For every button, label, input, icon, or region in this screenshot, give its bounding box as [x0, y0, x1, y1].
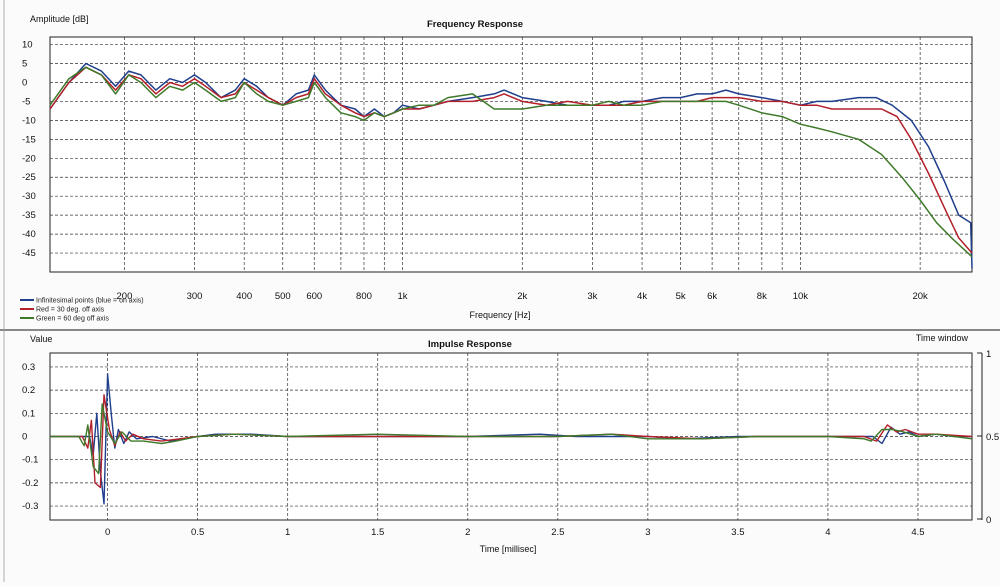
- freq-x-tick-label: 8k: [757, 291, 767, 302]
- freq-y-tick-label: -15: [22, 134, 36, 145]
- freq-y-tick-label: 5: [22, 59, 27, 70]
- freq-x-tick-label: 2k: [517, 291, 527, 302]
- impulse-y-axis-label: Value: [30, 334, 52, 344]
- freq-x-tick-label: 1k: [397, 291, 407, 302]
- impulse-x-tick-label: 4: [825, 527, 830, 538]
- legend-entry-2: Green = 60 deg off axis: [36, 316, 109, 323]
- freq-x-tick-label: 200: [117, 291, 133, 302]
- impulse-x-tick-label: 3.5: [731, 527, 744, 538]
- freq-x-tick-label: 5k: [676, 291, 686, 302]
- freq-x-tick-label: 600: [306, 291, 322, 302]
- time-window-tick-label: 0.5: [986, 432, 999, 443]
- freq-x-tick-label: 300: [187, 291, 203, 302]
- impulse-x-tick-label: 1.5: [371, 527, 384, 538]
- freq-x-tick-label: 400: [236, 291, 252, 302]
- time-window-tick-label: 1: [986, 349, 991, 360]
- freq-y-tick-label: -20: [22, 153, 36, 164]
- freq-y-tick-label: 0: [22, 77, 27, 88]
- freq-y-axis-label: Amplitude [dB]: [30, 14, 89, 24]
- freq-x-tick-label: 6k: [707, 291, 717, 302]
- freq-legend: Infinitesimal points (blue = on axis) Red…: [20, 298, 144, 323]
- freq-y-tick-label: -45: [22, 248, 36, 259]
- impulse-y-tick-label: 0.3: [22, 362, 35, 373]
- impulse-x-tick-label: 1: [285, 527, 290, 538]
- impulse-chart-title: Impulse Response: [428, 339, 512, 350]
- impulse-y-tick-label: -0.1: [22, 455, 38, 466]
- freq-series-line-2: [49, 66, 973, 258]
- freq-x-tick-label: 500: [275, 291, 291, 302]
- impulse-x-axis-label: Time [millisec]: [480, 544, 537, 554]
- freq-y-tick-label: -30: [22, 191, 36, 202]
- freq-y-tick-label: -10: [22, 115, 36, 126]
- freq-x-tick-label: 4k: [637, 291, 647, 302]
- impulse-x-tick-label: 2.5: [551, 527, 564, 538]
- impulse-y-tick-label: 0.2: [22, 385, 35, 396]
- impulse-y-tick-label: 0: [22, 432, 27, 443]
- freq-y-tick-label: -25: [22, 172, 36, 183]
- freq-chart-title: Frequency Response: [427, 19, 523, 30]
- freq-x-tick-label: 3k: [587, 291, 597, 302]
- time-window-tick-label: 0: [986, 515, 991, 526]
- impulse-y-tick-label: 0.1: [22, 408, 35, 419]
- time-window-label: Time window: [916, 333, 969, 343]
- impulse-y-tick-label: -0.3: [22, 501, 38, 512]
- freq-x-tick-label: 10k: [793, 291, 809, 302]
- frequency-response-chart: 10 5 0 -5 -10 -15 -20 -25 -30 -35 -40 -45 200 300 400 5…: [20, 14, 973, 323]
- freq-x-tick-label: 800: [356, 291, 372, 302]
- impulse-response-chart: 0.3 0.2 0.1 0 -0.1 -0.2 -0.3 0 0.5 1 1.5 2 2.5 3 3.5 4 4…: [22, 333, 999, 554]
- frequency-plot-area: [49, 36, 973, 273]
- impulse-x-tick-label: 0: [105, 527, 110, 538]
- impulse-x-tick-label: 3: [645, 527, 650, 538]
- freq-y-tick-label: -35: [22, 210, 36, 221]
- impulse-series-line-2: [50, 403, 973, 475]
- legend-entry-0: Infinitesimal points (blue = on axis): [36, 298, 144, 305]
- freq-x-tick-label: 20k: [912, 291, 928, 302]
- freq-y-tick-label: -40: [22, 229, 36, 240]
- freq-y-tick-label: 10: [22, 40, 33, 51]
- legend-entry-1: Red = 30 deg. off axis: [36, 307, 105, 314]
- freq-x-axis-label: Frequency [Hz]: [469, 310, 530, 320]
- freq-y-tick-label: -5: [22, 96, 30, 107]
- impulse-x-tick-label: 4.5: [911, 527, 924, 538]
- impulse-x-tick-label: 0.5: [191, 527, 204, 538]
- impulse-y-tick-label: -0.2: [22, 478, 38, 489]
- impulse-x-tick-label: 2: [465, 527, 470, 538]
